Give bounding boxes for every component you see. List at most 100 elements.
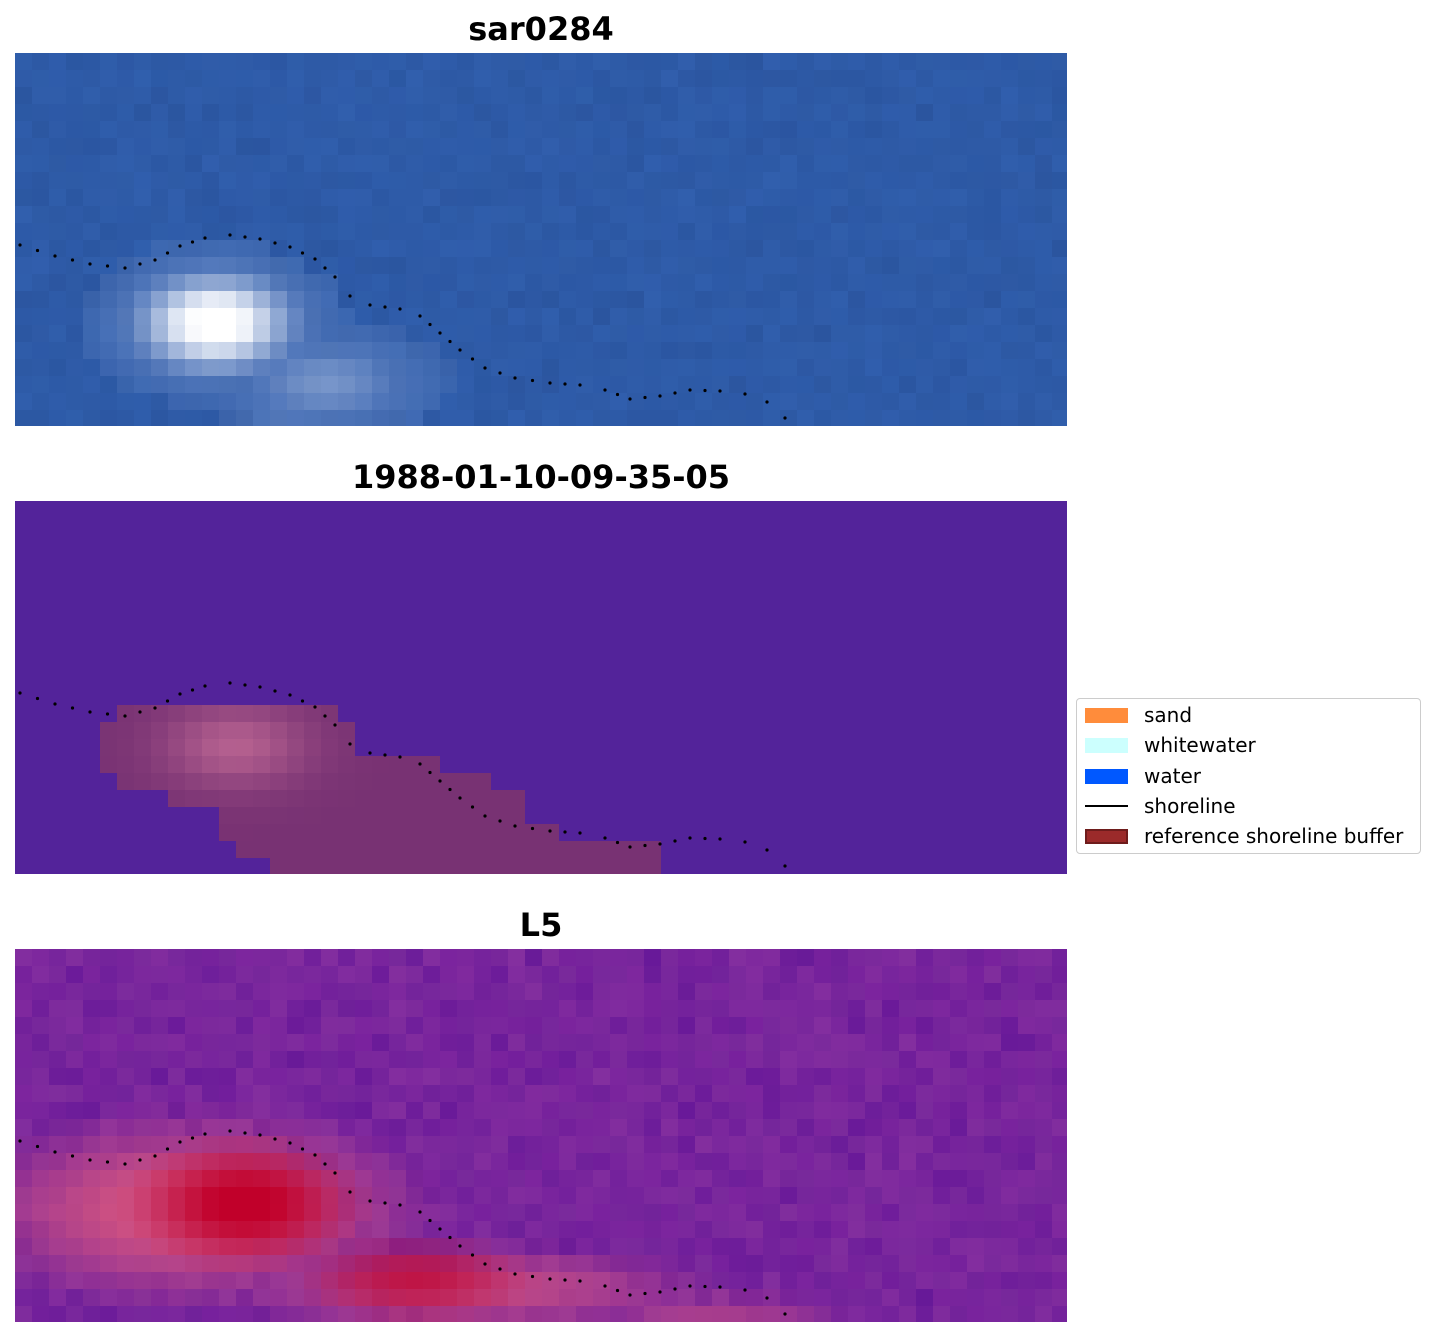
shoreline-point bbox=[703, 1284, 707, 1289]
shoreline-point bbox=[88, 262, 92, 266]
shoreline-point bbox=[703, 388, 707, 393]
shoreline-point bbox=[313, 257, 317, 261]
shoreline-point bbox=[743, 840, 747, 844]
shoreline-point bbox=[688, 1284, 692, 1288]
shoreline-point bbox=[368, 1199, 372, 1203]
classification-image bbox=[15, 501, 1067, 874]
shoreline-point bbox=[228, 1129, 232, 1133]
shoreline-point bbox=[483, 1262, 487, 1266]
shoreline-point bbox=[165, 699, 170, 703]
shoreline-point bbox=[300, 1147, 305, 1151]
shoreline-point bbox=[18, 243, 22, 247]
shoreline-point bbox=[288, 693, 292, 697]
legend-swatch-water bbox=[1085, 768, 1128, 784]
shoreline-point bbox=[203, 684, 207, 688]
shoreline-point bbox=[368, 751, 372, 755]
shoreline-point bbox=[53, 702, 57, 706]
raster-cells bbox=[15, 949, 1067, 1322]
legend-swatch-whitewater bbox=[1085, 737, 1128, 753]
shoreline-point bbox=[18, 691, 22, 695]
shoreline-point bbox=[765, 848, 769, 852]
shoreline-point bbox=[438, 331, 442, 335]
shoreline-point bbox=[333, 1171, 337, 1175]
shoreline-point bbox=[498, 1267, 502, 1271]
legend-line-shoreline bbox=[1085, 805, 1128, 807]
shoreline-point bbox=[615, 1288, 620, 1293]
legend-item-sand: sand bbox=[1085, 702, 1192, 728]
shoreline-point bbox=[243, 683, 247, 687]
shoreline-point bbox=[123, 266, 127, 270]
shoreline-point bbox=[703, 836, 707, 841]
shoreline-point bbox=[323, 714, 327, 718]
shoreline-point bbox=[35, 248, 40, 253]
shoreline-point bbox=[35, 1144, 40, 1149]
shoreline-point bbox=[783, 1312, 787, 1316]
shoreline-point bbox=[673, 839, 677, 843]
legend-item-reference-buffer: reference shoreline buffer bbox=[1085, 823, 1403, 849]
shoreline-point bbox=[273, 689, 277, 693]
shoreline-point bbox=[548, 381, 552, 385]
shoreline-point bbox=[615, 392, 620, 397]
rgb-image bbox=[15, 53, 1067, 426]
shoreline-point bbox=[258, 237, 262, 241]
panel-title-index: L5 bbox=[519, 906, 563, 944]
legend-item-water: water bbox=[1085, 763, 1201, 789]
shoreline-point bbox=[138, 262, 142, 266]
legend-label-shoreline: shoreline bbox=[1144, 794, 1236, 818]
shoreline-point bbox=[458, 796, 462, 800]
shoreline-point bbox=[470, 1253, 475, 1257]
shoreline-point bbox=[448, 339, 452, 344]
shoreline-point bbox=[498, 819, 502, 823]
raster-cells bbox=[15, 53, 1067, 426]
shoreline-point bbox=[743, 1288, 747, 1292]
panel-title-classification: 1988-01-10-09-35-05 bbox=[351, 458, 731, 496]
shoreline-point bbox=[153, 258, 157, 262]
shoreline-point bbox=[88, 710, 92, 714]
shoreline-point bbox=[578, 1279, 582, 1283]
shoreline-point bbox=[418, 762, 422, 766]
shoreline-point bbox=[563, 1278, 567, 1282]
shoreline-point bbox=[718, 1285, 722, 1289]
shoreline-point bbox=[105, 712, 110, 716]
shoreline-point bbox=[153, 1154, 157, 1158]
shoreline-point bbox=[688, 388, 692, 392]
shoreline-point bbox=[138, 1158, 142, 1162]
shoreline-point bbox=[398, 755, 402, 759]
shoreline-point bbox=[203, 1132, 207, 1136]
rgb-image-panel bbox=[15, 53, 1067, 426]
shoreline-point bbox=[548, 829, 552, 833]
shoreline-point bbox=[398, 307, 402, 311]
shoreline-point bbox=[323, 1162, 327, 1166]
shoreline-point bbox=[348, 1190, 352, 1194]
shoreline-point bbox=[673, 391, 677, 395]
shoreline-point bbox=[658, 1290, 662, 1294]
shoreline-point bbox=[658, 842, 662, 846]
raster-cells bbox=[15, 501, 1067, 874]
shoreline-point bbox=[548, 1277, 552, 1281]
shoreline-point bbox=[165, 1147, 170, 1151]
shoreline-point bbox=[300, 251, 305, 255]
shoreline-point bbox=[138, 710, 142, 714]
shoreline-point bbox=[530, 826, 535, 831]
index-image bbox=[15, 949, 1067, 1322]
shoreline-point bbox=[628, 845, 632, 849]
shoreline-point bbox=[348, 742, 352, 746]
shoreline-point bbox=[178, 692, 182, 696]
shoreline-point bbox=[458, 1244, 462, 1248]
shoreline-point bbox=[190, 1136, 195, 1140]
shoreline-point bbox=[105, 1160, 110, 1164]
shoreline-point bbox=[428, 770, 432, 775]
shoreline-point bbox=[88, 1158, 92, 1162]
shoreline-point bbox=[783, 416, 787, 420]
shoreline-point bbox=[333, 275, 337, 279]
shoreline-point bbox=[563, 382, 567, 386]
shoreline-point bbox=[765, 1296, 769, 1300]
shoreline-point bbox=[333, 723, 337, 727]
shoreline-point bbox=[53, 1150, 57, 1154]
shoreline-point bbox=[513, 1272, 517, 1276]
legend-swatch-sand bbox=[1085, 707, 1128, 723]
shoreline-point bbox=[123, 1162, 127, 1166]
shoreline-point bbox=[513, 824, 517, 828]
shoreline-point bbox=[70, 258, 75, 262]
shoreline-point bbox=[348, 294, 352, 298]
